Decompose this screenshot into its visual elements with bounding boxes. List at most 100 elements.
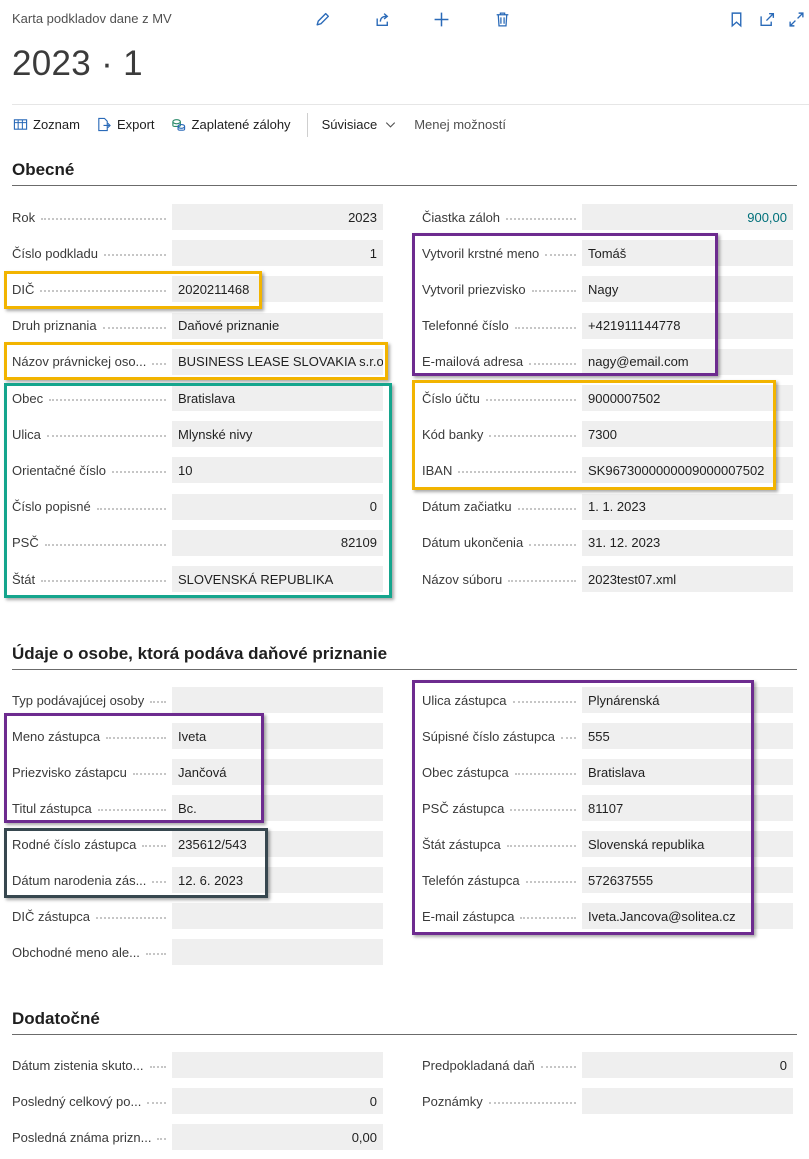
field-value[interactable]: 0 [172,1088,383,1114]
field-value[interactable]: Tomáš [582,240,793,267]
field-label-dots [132,773,166,775]
field-value[interactable] [172,939,383,965]
section-title-general[interactable]: Obecné [12,160,75,179]
field-label-text: Názov súboru [422,571,503,587]
field-label-dots [506,218,576,220]
field-label-text: Dátum narodenia zás... [12,872,147,888]
field-value[interactable]: 0 [582,1052,793,1078]
field-value[interactable]: 0,00 [172,1124,383,1150]
field-label: Vytvoril krstné meno [422,246,582,261]
field-value[interactable]: 2020211468 [172,276,383,303]
field-value[interactable] [172,687,383,713]
field-value[interactable]: Daňové priznanie [172,312,383,339]
field-value[interactable]: Bratislava [172,385,383,411]
field-value[interactable]: Nagy [582,276,793,303]
field-label-dots [525,881,576,883]
add-icon[interactable] [430,8,452,30]
export-label: Export [116,117,155,132]
field-label: PSČ zástupca [422,801,582,816]
field-value[interactable] [582,1088,793,1114]
field-value[interactable]: Iveta [172,723,383,749]
field-value[interactable]: SK9673000000009000007502 [582,457,793,484]
field-label-dots [517,507,576,510]
field-vytvoril-priezvisko: Vytvoril priezvisko Nagy [422,276,793,303]
field-value[interactable]: 82109 [172,529,383,556]
field-value[interactable]: BUSINESS LEASE SLOVAKIA s.r.o. [172,348,383,375]
field-label-dots [540,1066,576,1068]
field-value[interactable] [172,903,383,929]
less-options-button[interactable]: Menej možností [414,117,506,132]
field-label: Predpokladaná daň [422,1058,582,1073]
field-telefon-zastupca: Telefón zástupca 572637555 [422,867,793,893]
field-value[interactable]: Plynárenská [582,687,793,713]
field-supisne-cislo-zastupca: Súpisné číslo zástupca 555 [422,723,793,749]
field-value[interactable]: Mlynské nivy [172,421,383,448]
field-value[interactable]: +421911144778 [582,312,793,339]
field-label-text: Telefonné číslo [422,318,509,334]
field-label-text: IBAN [422,462,453,478]
field-label-dots [529,362,576,365]
field-psc: PSČ 82109 [12,529,383,556]
field-value[interactable]: 0 [172,493,383,520]
field-value[interactable]: 900,00 [582,204,793,230]
field-value[interactable]: 12. 6. 2023 [172,867,383,893]
paid-advances-button[interactable]: Zaplatené zálohy [171,117,291,133]
field-value[interactable]: Iveta.Jancova@solitea.cz [582,903,793,929]
field-label-text: Posledný celkový po... [12,1093,142,1109]
field-label-dots [529,543,576,546]
field-value[interactable] [172,1052,383,1078]
field-value[interactable]: 10 [172,457,383,484]
field-label-dots [46,435,166,438]
field-label-text: Priezvisko zástapcu [12,764,127,780]
field-label-dots [41,218,166,220]
field-value[interactable]: Bc. [172,795,383,821]
field-nazov-suboru: Názov súboru 2023test07.xml [422,566,793,592]
field-label-text: Predpokladaná daň [422,1057,535,1073]
section-title-additional[interactable]: Dodatočné [12,1009,100,1028]
share-icon[interactable] [371,8,393,30]
field-label-text: Dátum začiatku [422,499,512,515]
field-value[interactable]: 2023test07.xml [582,566,793,592]
field-datum-ukoncenia: Dátum ukončenia 31. 12. 2023 [422,529,793,556]
field-value[interactable]: 9000007502 [582,385,793,411]
field-value[interactable]: Bratislava [582,759,793,785]
open-new-window-icon[interactable] [756,8,778,30]
field-value[interactable]: Slovenská republika [582,831,793,857]
expand-icon[interactable] [785,8,807,30]
field-label: Ulica [12,427,172,442]
field-label-dots [488,1102,576,1104]
export-button[interactable]: Export [96,117,155,133]
field-telefonne-cislo: Telefonné číslo +421911144778 [422,312,793,339]
field-label-text: Súpisné číslo zástupca [422,728,555,744]
field-label: Názov súboru [422,572,582,587]
field-label-dots [514,326,576,329]
field-label: Dátum začiatku [422,499,582,514]
field-value[interactable]: 555 [582,723,793,749]
field-label-text: Poznámky [422,1093,483,1109]
field-label-text: Obchodné meno ale... [12,944,140,960]
field-value[interactable]: 2023 [172,204,383,230]
list-button[interactable]: Zoznam [12,117,80,133]
field-value[interactable]: 31. 12. 2023 [582,529,793,556]
field-value[interactable]: 235612/543 [172,831,383,857]
field-value[interactable]: nagy@email.com [582,348,793,375]
related-menu[interactable]: Súvisiace [322,117,399,133]
field-value[interactable]: 81107 [582,795,793,821]
field-label-text: PSČ zástupca [422,800,505,816]
field-label-dots [152,881,166,883]
delete-icon[interactable] [491,8,513,30]
field-value[interactable]: 572637555 [582,867,793,893]
bookmark-icon[interactable] [725,8,747,30]
field-label-text: Dátum ukončenia [422,535,524,551]
section-title-person[interactable]: Údaje o osobe, ktorá podáva daňové prizn… [12,644,388,663]
field-value[interactable]: SLOVENSKÁ REPUBLIKA [172,566,383,592]
field-value[interactable]: 1. 1. 2023 [582,493,793,520]
field-psc-zastupca: PSČ zástupca 81107 [422,795,793,821]
field-value[interactable]: Jančová [172,759,383,785]
edit-icon[interactable] [311,8,333,30]
field-typ-podavajucej-osoby: Typ podávajúcej osoby [12,687,383,713]
field-value[interactable]: 7300 [582,421,793,448]
field-label: Rok [12,210,172,225]
field-value[interactable]: 1 [172,240,383,267]
field-label-dots [49,399,166,401]
